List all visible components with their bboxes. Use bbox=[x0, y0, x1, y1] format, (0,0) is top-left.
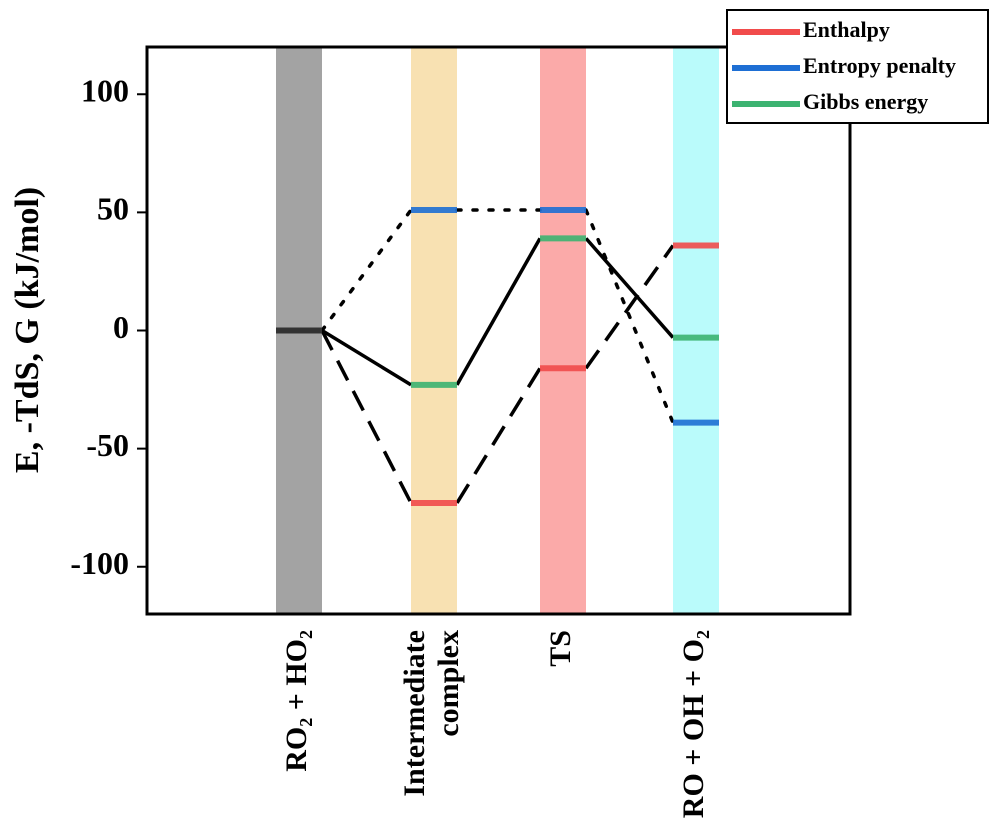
connector bbox=[586, 238, 673, 337]
plot-frame bbox=[147, 47, 850, 614]
column-band bbox=[673, 47, 719, 614]
x-tick-label: RO + OH + O₂ bbox=[677, 630, 710, 818]
y-tick-label: 50 bbox=[97, 191, 129, 227]
connector bbox=[457, 238, 540, 384]
x-tick-label: TS bbox=[544, 630, 577, 667]
y-tick-label: -100 bbox=[70, 545, 129, 581]
y-tick-label: 100 bbox=[81, 73, 129, 109]
x-tick-label: RO₂ + HO₂ bbox=[280, 630, 313, 772]
y-tick-label: -50 bbox=[86, 427, 129, 463]
legend-label: Entropy penalty bbox=[803, 53, 956, 78]
connector bbox=[457, 368, 540, 503]
connector bbox=[586, 210, 673, 423]
connector bbox=[322, 331, 411, 385]
legend-label: Gibbs energy bbox=[803, 89, 928, 114]
connector bbox=[322, 210, 411, 330]
connector bbox=[586, 245, 673, 368]
x-tick-label: Intermediatecomplex bbox=[398, 630, 465, 797]
chart: E, -TdS, G (kJ/mol) -100 -50 0 50 100 RO₂ + H… bbox=[0, 0, 992, 825]
legend-label: Enthalpy bbox=[803, 17, 890, 42]
y-axis-label: E, -TdS, G (kJ/mol) bbox=[9, 187, 46, 473]
column-band bbox=[540, 47, 586, 614]
y-tick-label: 0 bbox=[113, 309, 129, 345]
column-band bbox=[411, 47, 457, 614]
